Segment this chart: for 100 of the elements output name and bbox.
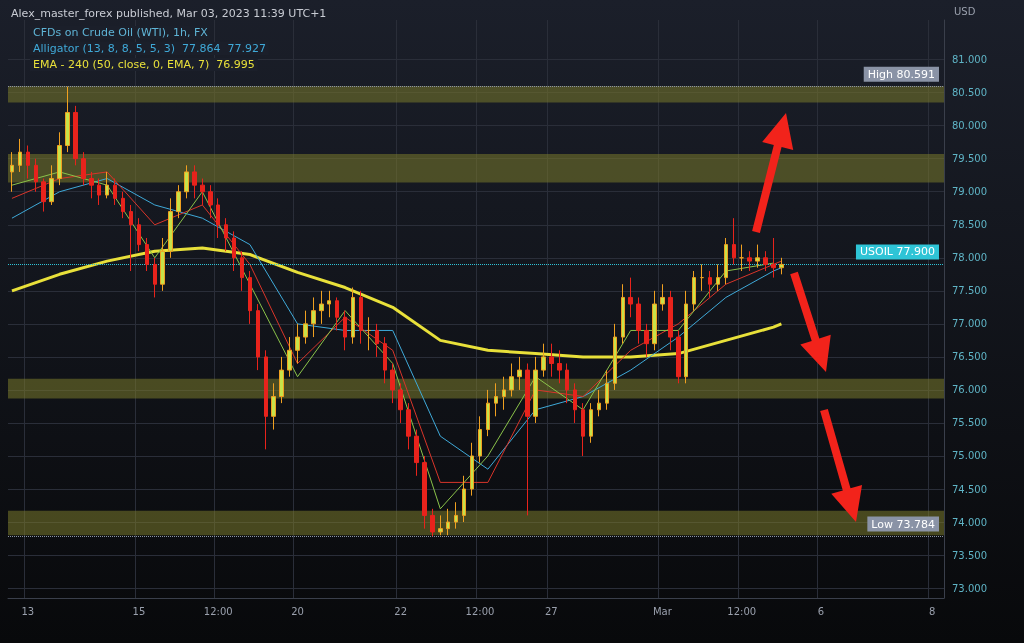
x-tick-label: 15 <box>132 605 146 617</box>
x-tick-label: 13 <box>21 605 35 617</box>
candlestick <box>343 310 347 351</box>
ref-line-label: Low 73.784 <box>871 517 935 531</box>
candlestick <box>192 164 197 199</box>
ref-line-label: High 80.591 <box>867 67 935 81</box>
candlestick <box>49 164 54 206</box>
candlestick <box>264 349 268 450</box>
candlestick <box>660 283 665 312</box>
y-axis-title: USD <box>954 5 976 17</box>
y-tick-label: 73.500 <box>952 549 987 561</box>
ref-line-label: USOIL 77.900 <box>859 245 935 259</box>
candlestick <box>295 323 300 364</box>
candlestick <box>232 230 236 272</box>
candlestick <box>652 290 657 351</box>
candlestick <box>676 329 681 384</box>
candlestick <box>716 263 720 292</box>
candlestick <box>390 363 395 404</box>
candlestick <box>327 290 331 318</box>
candlestick <box>216 197 220 239</box>
candlestick <box>597 389 601 417</box>
candlestick <box>73 105 78 166</box>
y-tick-label: 79.000 <box>952 186 987 198</box>
candlestick <box>668 290 673 351</box>
candlestick <box>557 349 562 384</box>
candlestick <box>153 257 157 298</box>
candlestick <box>319 290 324 325</box>
candlestick <box>287 336 292 378</box>
candlestick <box>137 217 141 252</box>
x-tick-label: 20 <box>291 605 304 617</box>
x-tick-label: 12:00 <box>727 605 757 617</box>
candlestick <box>168 197 173 259</box>
candlestick <box>65 86 70 153</box>
candlestick <box>121 191 125 219</box>
candlestick <box>589 402 593 444</box>
candlestick <box>509 363 514 398</box>
candlestick <box>605 369 609 411</box>
y-tick-label: 76.000 <box>952 384 987 396</box>
candlestick <box>628 277 633 318</box>
candlestick <box>359 290 363 345</box>
candlestick <box>541 343 546 378</box>
x-tick-label: 22 <box>394 605 408 617</box>
candlestick <box>636 296 641 345</box>
candlestick <box>256 303 260 371</box>
candlestick <box>478 415 482 464</box>
candlestick <box>279 356 284 404</box>
candlestick <box>684 290 688 384</box>
candlestick <box>160 237 165 292</box>
candlestick <box>34 158 38 193</box>
y-tick-label: 75.500 <box>952 417 987 429</box>
candlestick <box>724 237 728 285</box>
candlestick <box>248 270 252 325</box>
candlestick <box>692 270 696 312</box>
candlestick <box>739 244 744 272</box>
y-tick-label: 75.000 <box>952 450 987 462</box>
candlestick <box>184 164 189 199</box>
candlestick <box>525 363 530 516</box>
chart-title: Alex_master_forex published, Mar 03, 2023 11:39 UTC+1 <box>11 7 327 20</box>
candlestick <box>621 283 625 345</box>
candlestick <box>533 356 538 424</box>
candlestick <box>438 514 443 536</box>
candlestick <box>367 316 371 351</box>
candlestick <box>422 455 427 530</box>
candlestick <box>454 501 458 530</box>
candlestick <box>105 171 109 199</box>
y-tick-label: 81.000 <box>952 54 987 66</box>
candlestick <box>97 178 101 206</box>
candlestick <box>517 356 522 391</box>
y-tick-label: 74.000 <box>952 516 987 528</box>
y-tick-label: 77.000 <box>952 318 987 330</box>
candlestick <box>644 323 649 358</box>
annotation: CFDs on Crude Oil (WTI), 1h, FX <box>33 26 209 39</box>
candlestick <box>208 184 213 219</box>
x-tick-label: 12:00 <box>465 605 495 617</box>
candlestick <box>470 442 474 497</box>
candlestick <box>486 389 490 437</box>
candlestick <box>613 323 617 391</box>
candlestick <box>351 287 355 345</box>
candlestick <box>57 131 62 186</box>
x-tick-label: 8 <box>928 605 936 617</box>
y-tick-label: 80.000 <box>952 120 987 132</box>
y-tick-label: 78.000 <box>952 252 987 264</box>
candlestick <box>200 178 205 206</box>
annotation: EMA - 240 (50, close, 0, EMA, 7) 76.995 <box>33 58 255 71</box>
candlestick <box>145 237 149 272</box>
candlestick <box>89 171 94 199</box>
candlestick <box>779 257 784 275</box>
x-tick-label: 12:00 <box>203 605 233 617</box>
candlestick <box>224 217 228 252</box>
candlestick <box>708 270 712 298</box>
candlestick <box>573 382 577 424</box>
candlestick <box>700 263 704 292</box>
y-tick-label: 74.500 <box>952 483 987 495</box>
candlestick <box>18 138 22 173</box>
x-tick-label: Mar <box>652 605 673 617</box>
y-tick-label: 77.500 <box>952 285 987 297</box>
candlestick <box>732 217 736 265</box>
candlestick <box>549 343 554 378</box>
candlestick <box>502 376 506 411</box>
line-series <box>10 246 783 359</box>
